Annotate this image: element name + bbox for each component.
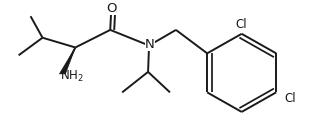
- Text: Cl: Cl: [284, 92, 296, 105]
- Text: Cl: Cl: [236, 18, 247, 31]
- Text: N: N: [145, 38, 155, 51]
- Text: O: O: [106, 2, 116, 15]
- Polygon shape: [59, 48, 75, 74]
- Text: NH$_2$: NH$_2$: [60, 69, 84, 84]
